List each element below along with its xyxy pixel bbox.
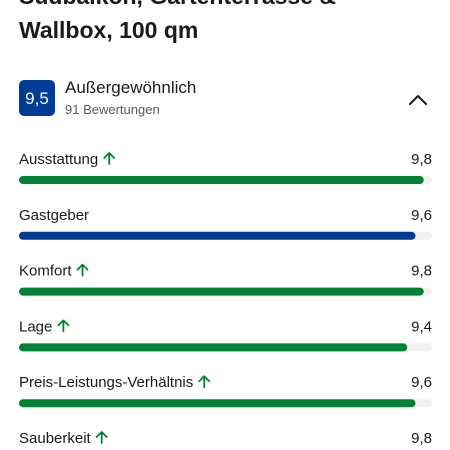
bar [19,399,416,408]
rating: Außergewöhnlich [65,78,196,97]
bar [19,231,416,240]
trend-arrow [57,319,70,333]
review-count: 91 Bewertungen [65,102,160,117]
score: 9,5 [25,89,49,108]
category-label: Gastgeber [19,207,89,224]
bar [19,343,408,352]
title-line: Südbalkon, Gartenterrasse & [19,0,336,9]
category-label: Ausstattung [19,151,98,168]
score-label: 9,8 [411,151,432,168]
category-label: Komfort [19,263,72,280]
bar [19,176,424,184]
title-line: Wallbox, 100 qm [19,17,198,43]
trend-arrow [198,375,211,389]
category-label: Preis-Leistungs-Verhältnis [19,374,193,391]
trend-arrow [76,263,89,277]
score-badge [19,80,55,116]
score-label: 9,4 [411,318,432,335]
category-label: Lage [19,318,52,335]
collapse-chevron[interactable] [409,95,427,105]
score-label: 9,6 [411,207,432,224]
category-label: Sauberkeit [19,430,92,447]
trend-arrow [95,431,108,444]
score-label: 9,8 [411,430,432,447]
trend-arrow [103,152,116,165]
bar [19,287,424,296]
score-label: 9,6 [411,374,432,391]
score-label: 9,8 [411,263,432,280]
